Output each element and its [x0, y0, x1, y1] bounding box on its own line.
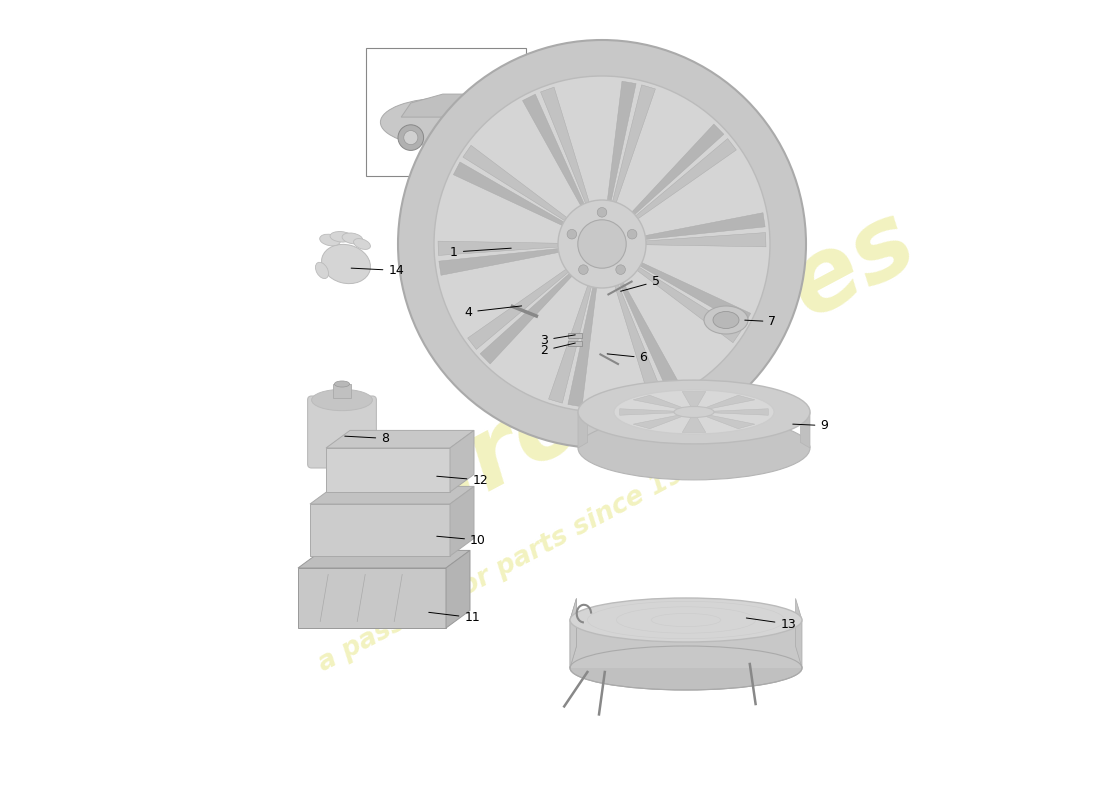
- Text: 13: 13: [747, 618, 796, 630]
- Ellipse shape: [334, 381, 350, 387]
- Polygon shape: [636, 138, 736, 218]
- Circle shape: [597, 207, 607, 217]
- Polygon shape: [646, 233, 766, 247]
- Bar: [333, 384, 351, 398]
- Ellipse shape: [320, 234, 340, 246]
- Text: 1: 1: [450, 246, 512, 258]
- Text: 6: 6: [607, 351, 648, 364]
- Polygon shape: [578, 404, 587, 448]
- Text: 3: 3: [540, 334, 575, 346]
- Polygon shape: [712, 409, 768, 415]
- Polygon shape: [310, 504, 450, 556]
- Polygon shape: [298, 550, 470, 568]
- Bar: [568, 341, 582, 346]
- Polygon shape: [646, 213, 766, 239]
- Ellipse shape: [578, 380, 810, 444]
- Polygon shape: [570, 620, 802, 668]
- Ellipse shape: [434, 76, 770, 412]
- Polygon shape: [298, 568, 446, 628]
- Circle shape: [558, 200, 646, 288]
- Polygon shape: [619, 409, 676, 415]
- Text: 9: 9: [793, 419, 828, 432]
- Circle shape: [578, 220, 626, 268]
- Polygon shape: [326, 430, 474, 448]
- Polygon shape: [450, 486, 474, 556]
- Ellipse shape: [570, 646, 802, 690]
- Polygon shape: [640, 262, 750, 326]
- Polygon shape: [607, 82, 636, 201]
- Ellipse shape: [321, 244, 371, 284]
- Circle shape: [469, 125, 494, 150]
- Text: a passion for parts since 1985: a passion for parts since 1985: [314, 443, 722, 677]
- Polygon shape: [480, 274, 572, 364]
- Ellipse shape: [353, 238, 371, 250]
- Ellipse shape: [578, 416, 810, 480]
- Polygon shape: [682, 417, 706, 433]
- Polygon shape: [634, 415, 684, 429]
- Ellipse shape: [398, 40, 806, 448]
- Polygon shape: [570, 598, 576, 668]
- Polygon shape: [704, 415, 755, 429]
- Text: 12: 12: [437, 474, 488, 486]
- Ellipse shape: [311, 390, 373, 410]
- Polygon shape: [310, 486, 474, 504]
- Ellipse shape: [330, 231, 352, 242]
- Circle shape: [579, 265, 588, 274]
- Polygon shape: [439, 249, 559, 275]
- Text: 2: 2: [540, 343, 575, 357]
- Polygon shape: [632, 124, 724, 214]
- Text: 10: 10: [437, 534, 486, 546]
- Circle shape: [398, 125, 424, 150]
- Bar: [366, 48, 526, 176]
- Polygon shape: [326, 448, 450, 492]
- Polygon shape: [570, 598, 576, 668]
- Polygon shape: [540, 87, 590, 203]
- Ellipse shape: [316, 262, 329, 278]
- Text: 11: 11: [429, 611, 481, 624]
- Ellipse shape: [381, 98, 512, 146]
- Text: 7: 7: [745, 315, 777, 328]
- Circle shape: [627, 230, 637, 239]
- Polygon shape: [682, 391, 706, 407]
- Text: 4: 4: [464, 306, 521, 318]
- Polygon shape: [446, 550, 470, 628]
- Text: 8: 8: [344, 432, 389, 445]
- Polygon shape: [568, 287, 596, 406]
- Bar: [568, 333, 582, 338]
- Circle shape: [568, 230, 576, 239]
- FancyBboxPatch shape: [308, 396, 376, 468]
- Polygon shape: [463, 146, 566, 221]
- Ellipse shape: [614, 390, 774, 434]
- Polygon shape: [795, 598, 802, 668]
- Ellipse shape: [713, 311, 739, 329]
- Polygon shape: [801, 404, 810, 448]
- Polygon shape: [522, 94, 584, 206]
- Text: 5: 5: [620, 275, 660, 291]
- Circle shape: [616, 265, 626, 274]
- Circle shape: [474, 130, 488, 145]
- Polygon shape: [620, 282, 682, 394]
- Text: eurospares: eurospares: [328, 193, 932, 575]
- Ellipse shape: [570, 598, 802, 642]
- Polygon shape: [634, 395, 684, 409]
- Polygon shape: [615, 285, 663, 401]
- Polygon shape: [613, 85, 656, 202]
- Polygon shape: [637, 267, 741, 342]
- Polygon shape: [468, 270, 569, 350]
- Circle shape: [404, 130, 418, 145]
- Polygon shape: [704, 395, 755, 409]
- Polygon shape: [438, 241, 558, 255]
- Polygon shape: [549, 286, 592, 403]
- Polygon shape: [453, 162, 564, 226]
- Ellipse shape: [342, 233, 363, 244]
- Text: 14: 14: [351, 264, 404, 277]
- Ellipse shape: [674, 406, 714, 418]
- Polygon shape: [450, 430, 474, 492]
- Polygon shape: [402, 94, 494, 117]
- Ellipse shape: [704, 306, 748, 334]
